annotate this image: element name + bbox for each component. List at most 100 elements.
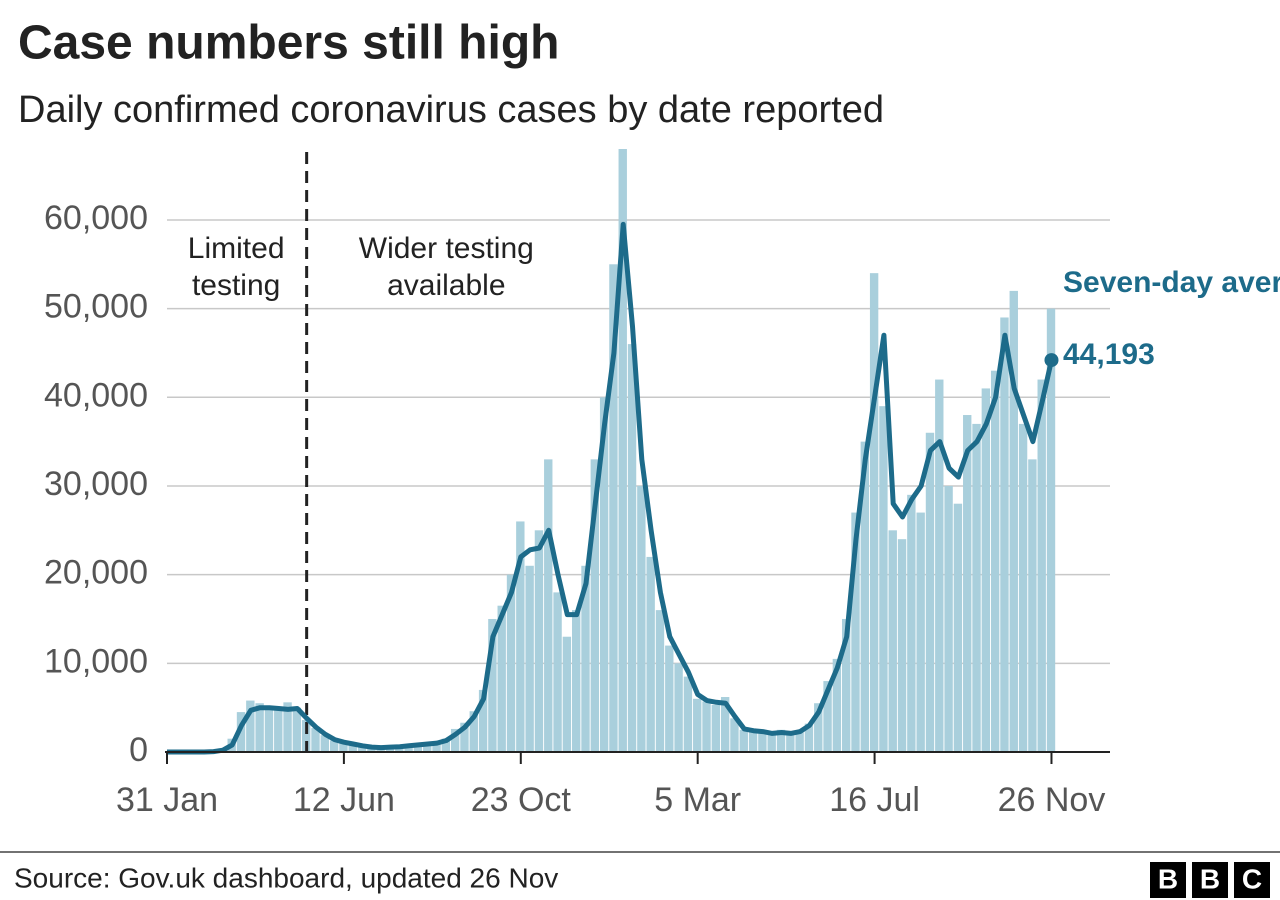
bar (1028, 459, 1037, 752)
annotation: testing (192, 269, 280, 302)
bar (460, 722, 469, 752)
bar (925, 432, 935, 752)
bar (264, 705, 274, 752)
source: Source: Gov.uk dashboard, updated 26 Nov (14, 862, 558, 893)
x-tick-label: 16 Jul (829, 781, 920, 819)
x-tick-label: 12 Jun (293, 781, 395, 819)
bar (851, 512, 860, 752)
logo-letter: C (1242, 863, 1262, 894)
annotation: Wider testing (359, 232, 534, 265)
bar (758, 730, 767, 752)
chart-subtitle: Daily confirmed coronavirus cases by dat… (18, 89, 884, 131)
bar (730, 718, 739, 752)
bar (1037, 379, 1046, 752)
bar (795, 732, 804, 752)
bar (655, 610, 665, 752)
bar (665, 645, 674, 752)
bar (404, 746, 413, 752)
bar (301, 720, 311, 752)
end-dot (1044, 353, 1059, 368)
bar (693, 698, 702, 752)
bar (897, 539, 907, 752)
bar (357, 746, 367, 752)
bar (329, 740, 339, 752)
bar (963, 415, 972, 752)
bar (488, 618, 497, 752)
bar (385, 747, 395, 752)
bar (283, 702, 292, 752)
bar (311, 728, 320, 752)
bar (888, 530, 897, 752)
bar (953, 503, 963, 752)
bar (711, 705, 721, 752)
y-tick-label: 40,000 (44, 376, 148, 414)
bar (320, 735, 329, 752)
average-value: 44,193 (1063, 338, 1155, 371)
bar (935, 379, 944, 752)
chart-title: Case numbers still high (18, 17, 559, 70)
bar (1000, 317, 1009, 752)
bar (646, 556, 655, 752)
y-tick-label: 20,000 (44, 554, 148, 592)
bar (841, 618, 851, 752)
bar (423, 743, 432, 752)
bar (255, 703, 264, 752)
x-tick-label: 23 Oct (471, 781, 572, 819)
logo-letter: B (1200, 863, 1220, 894)
y-tick-label: 0 (129, 731, 148, 769)
bar (637, 485, 646, 752)
bar (432, 742, 441, 752)
bar (814, 703, 823, 752)
y-tick-label: 50,000 (44, 288, 148, 326)
x-tick-label: 31 Jan (116, 781, 218, 819)
bar (916, 512, 925, 752)
bar (581, 565, 590, 752)
bar (776, 729, 786, 752)
annotation: available (387, 269, 505, 302)
annotation: Limited (188, 232, 285, 265)
bar (478, 689, 488, 752)
x-tick-label: 26 Nov (998, 781, 1106, 819)
bar (767, 734, 776, 752)
bar (739, 729, 748, 752)
bar (832, 658, 842, 752)
bar (804, 723, 814, 752)
bar (506, 574, 516, 752)
bar (571, 610, 581, 752)
bar (292, 707, 302, 752)
bar (981, 388, 991, 752)
bar (544, 459, 553, 752)
bar (590, 459, 599, 752)
average-line (167, 221, 1054, 755)
x-tick-label: 5 Mar (654, 781, 741, 819)
y-tick-label: 30,000 (44, 465, 148, 503)
bar (879, 406, 888, 752)
average-label: Seven-day average: (1063, 266, 1280, 299)
bar (497, 605, 506, 752)
bar (990, 370, 1000, 752)
bar (627, 344, 637, 752)
bar (450, 728, 460, 752)
bar (609, 264, 618, 752)
bar (525, 565, 534, 752)
y-tick-label: 10,000 (44, 642, 148, 680)
bar (413, 744, 423, 752)
logo-letter: B (1158, 863, 1178, 894)
logo-box (1150, 862, 1186, 898)
bar (618, 149, 627, 752)
bar (720, 697, 730, 752)
logo-box (1234, 862, 1270, 898)
bar (367, 747, 376, 752)
bar (469, 711, 478, 752)
bar (1009, 290, 1018, 752)
bar (441, 738, 451, 752)
bar (562, 636, 572, 752)
bar (1046, 308, 1056, 752)
bar (339, 741, 348, 752)
logo-box (1192, 862, 1228, 898)
y-tick-label: 60,000 (44, 199, 148, 237)
bar (786, 734, 795, 752)
bar (869, 273, 879, 752)
